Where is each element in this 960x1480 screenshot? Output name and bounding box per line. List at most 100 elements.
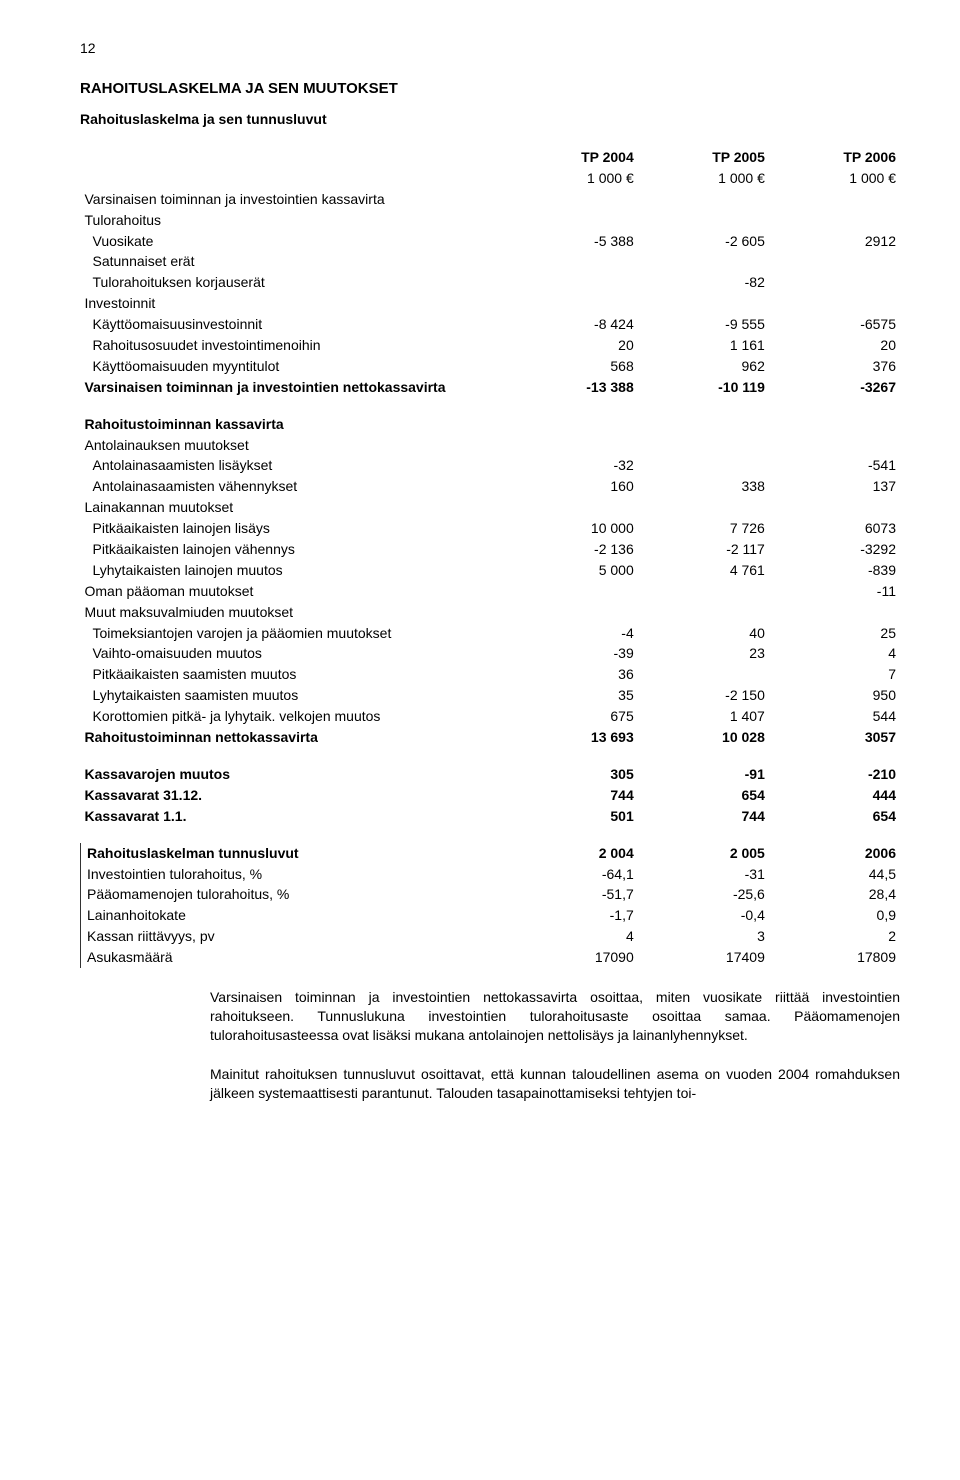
row-label: Satunnaiset erät [81,251,507,272]
cell: -9 555 [638,314,769,335]
cell: -541 [769,455,900,476]
row-label: Kassavarat 1.1. [81,806,507,827]
cell: -210 [769,764,900,785]
row-label: Vuosikate [81,231,507,252]
row-label [81,147,507,168]
cell: -2 150 [638,685,769,706]
cell: 1 000 € [638,168,769,189]
cell [769,251,900,272]
cell: 1 407 [638,706,769,727]
cell: 544 [769,706,900,727]
row-label: Varsinaisen toiminnan ja investointien n… [81,377,507,398]
cell [507,414,638,435]
cell: -1,7 [507,905,638,926]
row-label: Tulorahoituksen korjauserät [81,272,507,293]
cell: -11 [769,581,900,602]
cell: -32 [507,455,638,476]
row-label: Varsinaisen toiminnan ja investointien k… [81,189,507,210]
row-label: Lainanhoitokate [81,905,507,926]
row-label: Rahoitustoiminnan nettokassavirta [81,727,507,748]
cell [769,293,900,314]
cell: 3057 [769,727,900,748]
heading-sub: Rahoituslaskelma ja sen tunnusluvut [80,111,900,127]
cell: 2 005 [638,843,769,864]
cell: -64,1 [507,864,638,885]
cell: -10 119 [638,377,769,398]
cell: 2 [769,926,900,947]
row-label: Oman pääoman muutokset [81,581,507,602]
row-label: Pitkäaikaisten lainojen vähennys [81,539,507,560]
cell: 3 [638,926,769,947]
cell [507,581,638,602]
cell: 654 [638,785,769,806]
cell: 501 [507,806,638,827]
row-label: Rahoituslaskelman tunnusluvut [81,843,507,864]
cell: 20 [507,335,638,356]
cell [638,497,769,518]
cell [507,293,638,314]
row-label: Kassavarojen muutos [81,764,507,785]
cell [769,189,900,210]
cell [638,189,769,210]
cell: -6575 [769,314,900,335]
row-label: Antolainauksen muutokset [81,435,507,456]
row-label: Rahoitusosuudet investointimenoihin [81,335,507,356]
row-label: Kassavarat 31.12. [81,785,507,806]
row-label: Toimeksiantojen varojen ja pääomien muut… [81,623,507,644]
cell: 4 [507,926,638,947]
cell: 444 [769,785,900,806]
cell: 160 [507,476,638,497]
cell [769,435,900,456]
cell: 20 [769,335,900,356]
paragraph-1: Varsinaisen toiminnan ja investointien n… [80,988,900,1045]
cell: 1 000 € [769,168,900,189]
cell: -31 [638,864,769,885]
cell [769,414,900,435]
cell: 13 693 [507,727,638,748]
cell: 36 [507,664,638,685]
paragraph-2: Mainitut rahoituksen tunnusluvut osoitta… [80,1065,900,1103]
cell: 40 [638,623,769,644]
cell: 28,4 [769,884,900,905]
cell: -839 [769,560,900,581]
cell: 962 [638,356,769,377]
cell: -82 [638,272,769,293]
cell: TP 2006 [769,147,900,168]
cell [638,664,769,685]
cell [638,602,769,623]
row-label: Vaihto-omaisuuden muutos [81,643,507,664]
cell [507,602,638,623]
cell [638,435,769,456]
cell: 25 [769,623,900,644]
cell [638,210,769,231]
cell: 568 [507,356,638,377]
cell [769,210,900,231]
financial-table: TP 2004TP 2005TP 20061 000 €1 000 €1 000… [80,147,900,968]
cell: 675 [507,706,638,727]
row-label: Investoinnit [81,293,507,314]
row-label: Muut maksuvalmiuden muutokset [81,602,507,623]
cell [769,602,900,623]
cell: -2 117 [638,539,769,560]
row-label: Pitkäaikaisten lainojen lisäys [81,518,507,539]
row-label: Lainakannan muutokset [81,497,507,518]
cell: 744 [507,785,638,806]
row-label [81,168,507,189]
cell: 137 [769,476,900,497]
row-label: Lyhytaikaisten lainojen muutos [81,560,507,581]
cell: -91 [638,764,769,785]
cell: 2912 [769,231,900,252]
cell [638,581,769,602]
cell [507,435,638,456]
cell: 376 [769,356,900,377]
cell [507,210,638,231]
cell: -4 [507,623,638,644]
cell: 0,9 [769,905,900,926]
cell: TP 2004 [507,147,638,168]
row-label: Tulorahoitus [81,210,507,231]
cell: -8 424 [507,314,638,335]
row-label: Käyttöomaisuusinvestoinnit [81,314,507,335]
cell [507,189,638,210]
cell: 4 761 [638,560,769,581]
row-label: Investointien tulorahoitus, % [81,864,507,885]
